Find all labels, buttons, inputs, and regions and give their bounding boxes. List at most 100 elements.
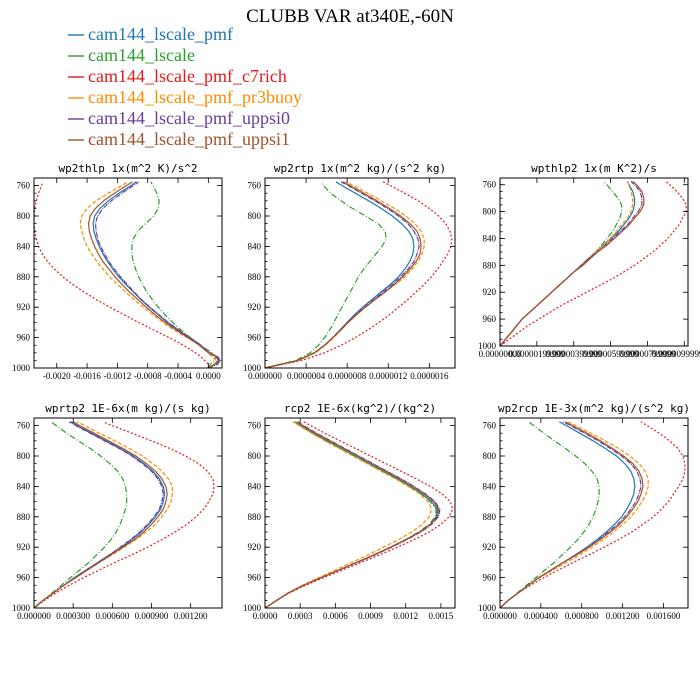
legend-label: cam144_lscale_pmf_c7rich <box>88 66 287 86</box>
panel-2: wp2rtp 1x(m^2 kg)/(s^2 kg) 760 800 840 880 92… <box>243 162 456 381</box>
panel-4: wprtp2 1E-6x(m kg)/(s kg) 760 800 840 880 920… <box>12 402 223 621</box>
x-tick-label: 0.00000199999 <box>509 349 566 359</box>
panel-title: wp2thlp 1x(m^2 K)/s^2 <box>58 162 197 175</box>
series-line-cam144_lscale_pmf_c7rich <box>264 181 453 369</box>
series-line-cam144_lscale_pmf_c7rich <box>33 181 209 368</box>
x-tick-label: 0.000900 <box>135 611 169 621</box>
plot-frame <box>264 177 456 369</box>
series-line-cam144_lscale_pmf_pr3buoy <box>33 421 173 609</box>
y-tick-label: 880 <box>483 512 497 522</box>
x-tick-label: -0.0008 <box>134 371 162 381</box>
x-tick-label: 0.00000799999 <box>619 349 676 359</box>
y-tick-label: 920 <box>17 542 31 552</box>
x-tick-label: 0.000600 <box>95 611 129 621</box>
x-tick-label: -0.0004 <box>164 371 192 381</box>
series-line-cam144_lscale_pmf_uppsi1 <box>33 421 168 609</box>
y-tick-label: 1000 <box>478 341 497 351</box>
panel-title: rcp2 1E-6x(kg^2)/(kg^2) <box>284 402 436 415</box>
series-line-cam144_lscale_pmf_uppsi0 <box>499 180 643 347</box>
panel-3: wpthlp2 1x(m K^2)/s 760 800 840 880 920 960 100… <box>478 162 700 359</box>
y-tick-label: 880 <box>248 512 262 522</box>
legend-label: cam144_lscale_pmf <box>88 24 233 44</box>
y-tick-label: 760 <box>483 180 497 190</box>
x-tick-label: 0.000800 <box>565 611 599 621</box>
y-tick-label: 840 <box>248 481 262 491</box>
y-tick-label: 1000 <box>243 363 262 373</box>
y-tick-label: 800 <box>248 451 262 461</box>
y-tick-label: 920 <box>483 542 497 552</box>
series-line-cam144_lscale_pmf_uppsi1 <box>87 181 219 369</box>
y-tick-label: 800 <box>248 211 262 221</box>
series-line-cam144_lscale_pmf_uppsi0 <box>264 421 441 609</box>
y-tick-label: 760 <box>248 181 262 191</box>
y-tick-label: 760 <box>483 421 497 431</box>
y-tick-label: 1000 <box>12 603 31 613</box>
y-tick-label: 920 <box>483 287 497 297</box>
series-line-cam144_lscale_pmf_uppsi1 <box>499 421 644 609</box>
y-tick-label: 800 <box>483 451 497 461</box>
x-tick-label: 0.000400 <box>524 611 558 621</box>
x-tick-label: 0.0000012 <box>369 371 407 381</box>
y-tick-label: 1000 <box>12 363 31 373</box>
x-tick-label: 0.00000399999 <box>546 349 603 359</box>
x-tick-label: 0.000000 <box>248 371 282 381</box>
y-tick-label: 1000 <box>478 603 497 613</box>
x-tick-label: 0.001200 <box>606 611 640 621</box>
y-tick-label: 840 <box>248 241 262 251</box>
y-tick-label: 960 <box>17 333 31 343</box>
panel-5: rcp2 1E-6x(kg^2)/(kg^2) 760 800 840 880 920 96… <box>243 402 456 621</box>
x-tick-label: 0.001600 <box>647 611 681 621</box>
x-tick-label: 0.0012 <box>393 611 418 621</box>
x-tick-label: -0.0012 <box>104 371 132 381</box>
series-line-cam144_lscale_pmf_pr3buoy <box>499 421 649 609</box>
series-line-cam144_lscale_pmf <box>33 421 166 609</box>
series-line-cam144_lscale <box>499 180 623 347</box>
y-tick-label: 920 <box>17 302 31 312</box>
y-tick-label: 960 <box>17 573 31 583</box>
series-line-cam144_lscale <box>264 421 437 609</box>
x-tick-label: 0.00000599999 <box>582 349 639 359</box>
x-tick-label: 0.0000008 <box>328 371 367 381</box>
plot-frame <box>33 177 223 369</box>
plot-frame <box>499 177 689 347</box>
x-tick-label: 0.0015 <box>429 611 454 621</box>
x-tick-label: 0.00000000 <box>479 349 522 359</box>
panel-1: wp2thlp 1x(m^2 K)/s^2 760 800 840 880 920 960 1… <box>12 162 223 381</box>
series-line-cam144_lscale_pmf_uppsi0 <box>94 181 222 369</box>
x-tick-label: 0.0000099999900 <box>652 349 700 359</box>
series-line-cam144_lscale_pmf <box>264 421 439 609</box>
series-line-cam144_lscale_pmf_c7rich <box>33 421 215 609</box>
y-tick-label: 800 <box>17 451 31 461</box>
y-tick-label: 960 <box>248 573 262 583</box>
y-tick-label: 760 <box>17 421 31 431</box>
series-line-cam144_lscale_pmf_uppsi0 <box>499 421 642 609</box>
panel-title: wp2rtp 1x(m^2 kg)/(s^2 kg) <box>274 162 446 175</box>
x-tick-label: -0.0020 <box>43 371 71 381</box>
panel-6: wp2rcp 1E-3x(m^2 kg)/(s^2 kg)760 800 840 88… <box>478 402 690 621</box>
series-line-cam144_lscale_pmf_uppsi0 <box>33 421 164 609</box>
series-line-cam144_lscale_pmf_c7rich <box>264 421 454 609</box>
x-tick-label: -0.0016 <box>73 371 101 381</box>
legend-label: cam144_lscale_pmf_pr3buoy <box>88 87 302 107</box>
x-tick-label: 0.0000004 <box>287 371 326 381</box>
y-tick-label: 880 <box>17 272 31 282</box>
y-tick-label: 840 <box>17 481 31 491</box>
x-tick-label: 0.000000 <box>483 611 517 621</box>
y-tick-label: 840 <box>483 233 497 243</box>
series-line-cam144_lscale_pmf_uppsi0 <box>264 181 420 369</box>
series-line-cam144_lscale <box>264 181 387 369</box>
y-tick-label: 1000 <box>243 603 262 613</box>
y-tick-label: 840 <box>483 481 497 491</box>
series-line-cam144_lscale_pmf_c7rich <box>499 421 686 609</box>
x-tick-label: 0.000300 <box>56 611 90 621</box>
y-tick-label: 960 <box>483 573 497 583</box>
y-tick-label: 960 <box>248 333 262 343</box>
series-line-cam144_lscale_pmf <box>92 181 221 369</box>
y-tick-label: 760 <box>248 421 262 431</box>
x-tick-label: 0.0000 <box>196 371 221 381</box>
panels: wp2thlp 1x(m^2 K)/s^2 760 800 840 880 920 960 1… <box>12 162 700 621</box>
y-tick-label: 760 <box>17 181 31 191</box>
series-line-cam144_lscale_pmf_uppsi1 <box>264 421 440 609</box>
y-tick-label: 800 <box>483 207 497 217</box>
y-tick-label: 920 <box>248 302 262 312</box>
